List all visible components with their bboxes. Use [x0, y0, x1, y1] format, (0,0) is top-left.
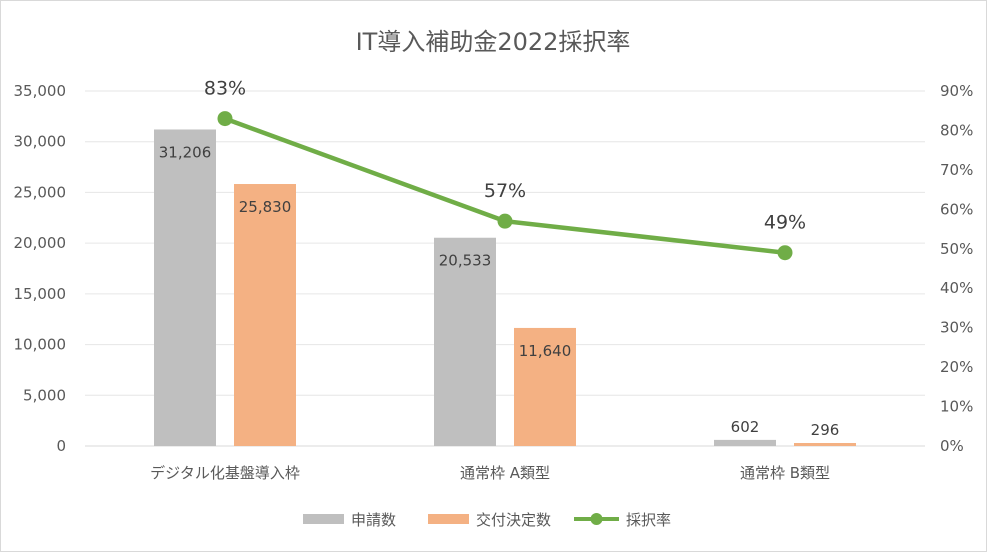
right-axis-tick-label: 10%	[940, 398, 973, 416]
right-axis-tick-label: 60%	[940, 200, 973, 218]
bar	[434, 237, 496, 446]
category-label: デジタル化基盤導入枠	[150, 464, 300, 482]
legend-marker	[590, 513, 603, 525]
bar-series: 31,206 25,830 20,533 11,640 602 296	[154, 129, 856, 446]
line-point	[497, 213, 513, 229]
right-axis-tick-label: 40%	[940, 279, 973, 297]
bar	[794, 442, 856, 446]
legend-label: 採択率	[626, 511, 671, 529]
right-axis-tick-label: 30%	[940, 319, 973, 337]
bar-data-label: 11,640	[519, 342, 572, 360]
bar-data-label: 20,533	[439, 252, 492, 270]
left-axis-ticks: 0 5,000 10,000 15,000 20,000 25,000 30,000 35,0…	[14, 82, 67, 455]
line-data-label: 49%	[764, 212, 806, 234]
category-label: 通常枠 B類型	[740, 464, 830, 482]
right-axis-tick-label: 20%	[940, 358, 973, 376]
legend: 申請数 交付決定数 採択率	[303, 511, 671, 529]
line-point	[777, 245, 793, 261]
bar-data-label: 25,830	[239, 198, 292, 216]
bar-data-label: 296	[811, 421, 840, 439]
chart-title: IT導入補助金2022採択率	[356, 28, 631, 56]
legend-label: 申請数	[351, 511, 396, 529]
line-data-label: 57%	[484, 180, 526, 202]
left-axis-tick-label: 35,000	[14, 82, 67, 100]
legend-swatch	[303, 514, 344, 524]
legend-label: 交付決定数	[476, 511, 551, 529]
left-axis-tick-label: 20,000	[14, 234, 67, 252]
left-axis-tick-label: 30,000	[14, 133, 67, 151]
gridlines	[85, 90, 925, 447]
bar	[154, 129, 216, 446]
bar	[234, 184, 296, 446]
left-axis-tick-label: 10,000	[14, 336, 67, 354]
right-axis-tick-label: 70%	[940, 161, 973, 179]
right-axis-tick-label: 50%	[940, 240, 973, 258]
left-axis-tick-label: 5,000	[23, 386, 66, 404]
category-label: 通常枠 A類型	[460, 464, 550, 482]
line-data-label: 83%	[204, 78, 246, 100]
left-axis-tick-label: 15,000	[14, 285, 67, 303]
category-labels: デジタル化基盤導入枠 通常枠 A類型 通常枠 B類型	[150, 464, 830, 482]
bar-data-label: 602	[731, 418, 760, 436]
right-axis-tick-label: 90%	[940, 82, 973, 100]
bar	[714, 439, 776, 446]
left-axis-tick-label: 25,000	[14, 183, 67, 201]
line-point	[217, 111, 233, 127]
right-axis-tick-label: 0%	[940, 437, 964, 455]
legend-swatch	[428, 514, 469, 524]
right-axis-tick-label: 80%	[940, 121, 973, 139]
bar-data-label: 31,206	[159, 143, 212, 161]
line-series: 83% 57% 49%	[204, 78, 806, 261]
right-axis-ticks: 0% 10% 20% 30% 40% 50% 60% 70% 80% 90%	[940, 82, 973, 455]
bar	[514, 327, 576, 446]
left-axis-tick-label: 0	[56, 437, 66, 455]
